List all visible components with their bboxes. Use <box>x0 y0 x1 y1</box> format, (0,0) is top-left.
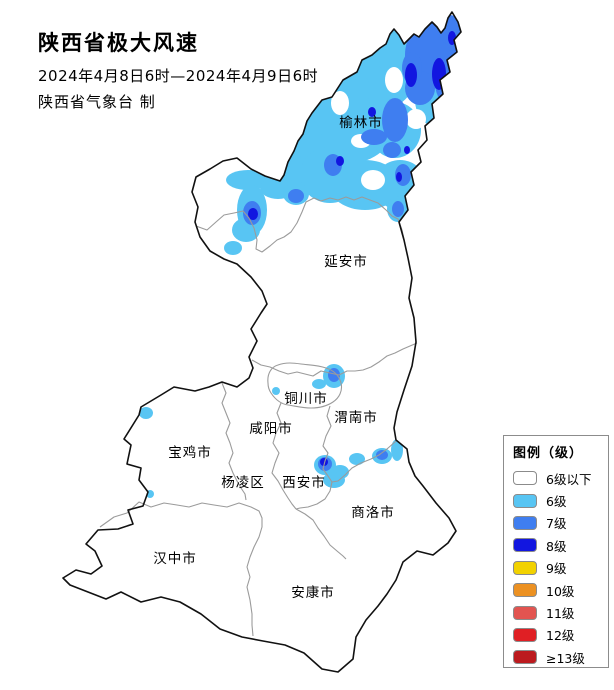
border-weinan-shangluo <box>331 440 397 483</box>
city-label-yangling: 杨凌区 <box>221 475 265 491</box>
legend-swatch-9 <box>513 560 537 575</box>
legend-label: 6级以下 <box>546 471 592 487</box>
border-xianyang-xian <box>271 402 297 510</box>
legend-item: 12级 <box>513 624 608 646</box>
legend-swatch-13plus <box>513 650 537 665</box>
city-label-baoji: 宝鸡市 <box>168 444 212 461</box>
legend-item: 10级 <box>513 579 608 601</box>
city-label-hanzhong: 汉中市 <box>153 550 197 567</box>
legend-swatch-10 <box>513 583 537 598</box>
border-xian-weinan <box>322 405 333 483</box>
producer-text: 陕西省气象台 制 <box>38 93 156 112</box>
legend-item: 7级 <box>513 512 608 534</box>
legend-label: 11级 <box>546 606 575 622</box>
city-borders-layer <box>99 196 418 637</box>
legend-item: 6级以下 <box>513 467 608 489</box>
legend-swatch-12 <box>513 627 537 642</box>
legend-label: 8级 <box>546 538 567 554</box>
legend-swatch-6 <box>513 493 537 508</box>
legend-swatch-11 <box>513 605 537 620</box>
city-label-shangluo: 商洛市 <box>351 504 395 521</box>
legend-label: 9级 <box>546 561 567 577</box>
legend-label: 12级 <box>546 628 575 644</box>
city-label-yanan: 延安市 <box>324 253 368 270</box>
province-outline <box>62 11 462 673</box>
border-baoji-xianyang <box>221 382 247 501</box>
legend-item: 8级 <box>513 534 608 556</box>
legend-title: 图例（级） <box>513 446 584 461</box>
border-tongchuan <box>267 362 343 409</box>
city-label-xianyang: 咸阳市 <box>249 420 293 437</box>
city-label-ankang: 安康市 <box>291 584 335 601</box>
legend-item: 6级 <box>513 489 608 511</box>
border-yanan-south <box>251 342 418 377</box>
legend-label: 7级 <box>546 516 567 532</box>
legend-item: ≥13级 <box>513 646 608 668</box>
border-ankang-shangluo <box>295 508 347 560</box>
legend-swatch-below6 <box>513 471 537 486</box>
legend-item: 11级 <box>513 601 608 623</box>
border-hanzhong <box>99 501 263 637</box>
border-yulin-yanan <box>195 196 406 253</box>
legend-swatch-7 <box>513 515 537 530</box>
city-labels-layer: 榆林市 延安市 铜川市 渭南市 咸阳市 宝鸡市 杨凌区 西安市 商洛市 汉中市 … <box>153 114 395 601</box>
city-label-tongchuan: 铜川市 <box>284 390 328 407</box>
border-xian-shangluo <box>295 481 333 510</box>
page-title: 陕西省极大风速 <box>38 31 199 55</box>
period-text: 2024年4月8日6时—2024年4月9日6时 <box>38 67 319 86</box>
legend-label: 6级 <box>546 494 567 510</box>
legend-label: ≥13级 <box>546 650 585 666</box>
legend-label: 10级 <box>546 583 575 599</box>
legend-swatch-8 <box>513 538 537 553</box>
city-label-xian: 西安市 <box>282 474 326 491</box>
title-block: 陕西省极大风速 2024年4月8日6时—2024年4月9日6时 陕西省气象台 制 <box>38 30 318 112</box>
wind-area-below6-holes <box>331 67 426 190</box>
city-label-weinan: 渭南市 <box>334 409 378 426</box>
city-label-yulin: 榆林市 <box>339 114 383 131</box>
legend: 图例（级） 6级以下 6级 7级 8级 9级 10级 11级 <box>503 435 609 668</box>
legend-item: 9级 <box>513 557 608 579</box>
